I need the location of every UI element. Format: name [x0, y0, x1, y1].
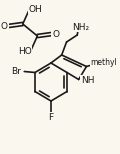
Text: methyl: methyl [91, 58, 117, 67]
Text: HO: HO [18, 47, 32, 55]
Text: Br: Br [12, 67, 21, 76]
Text: NH₂: NH₂ [73, 22, 90, 32]
Text: O: O [52, 30, 59, 38]
Text: NH: NH [81, 76, 94, 85]
Text: OH: OH [29, 4, 42, 14]
Text: F: F [48, 113, 54, 122]
Text: O: O [1, 22, 8, 30]
